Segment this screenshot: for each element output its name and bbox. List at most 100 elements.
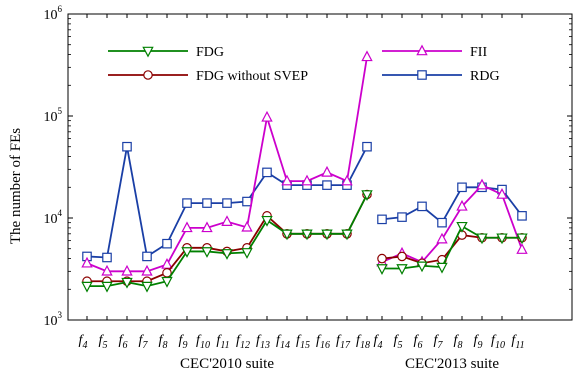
data-point xyxy=(222,198,232,208)
data-point xyxy=(141,264,153,276)
legend-marker xyxy=(416,44,428,56)
data-point xyxy=(161,276,173,288)
x-tick-label: f6 xyxy=(414,333,423,351)
data-point xyxy=(181,247,193,258)
x-tick-label: f5 xyxy=(99,333,108,351)
x-tick-label: f11 xyxy=(511,333,524,351)
x-tick-label: f4 xyxy=(79,333,88,351)
data-point xyxy=(242,196,252,207)
series-fii xyxy=(81,50,528,276)
data-point xyxy=(517,211,527,221)
x-tick-label: f16 xyxy=(316,333,330,351)
data-point xyxy=(322,180,332,190)
data-point xyxy=(122,141,132,152)
data-point xyxy=(181,221,193,233)
y-tick-label: 106 xyxy=(44,4,63,23)
data-point xyxy=(397,212,407,222)
x-tick-label: f8 xyxy=(159,333,168,351)
data-point xyxy=(301,229,313,241)
data-point xyxy=(262,167,272,178)
data-point xyxy=(496,233,508,245)
legend-label: FII xyxy=(470,45,487,60)
data-point xyxy=(201,247,213,258)
data-point xyxy=(241,220,253,232)
legend-label: RDG xyxy=(470,69,500,84)
x-tick-label: f11 xyxy=(216,333,229,351)
data-point xyxy=(201,221,213,233)
x-tick-label: f6 xyxy=(119,333,128,351)
data-point xyxy=(141,281,153,293)
legend: FDG FDG without SVEP FII RDG xyxy=(108,44,500,84)
x-tick-label: f13 xyxy=(256,333,270,351)
data-point xyxy=(361,190,373,201)
data-point xyxy=(456,199,468,211)
data-point xyxy=(102,252,112,263)
data-point xyxy=(142,251,152,262)
data-point xyxy=(396,264,408,275)
data-point xyxy=(476,178,488,190)
data-point xyxy=(321,165,333,177)
data-point xyxy=(182,198,192,208)
data-point xyxy=(221,215,233,226)
data-point xyxy=(121,277,133,289)
group-label: CEC'2013 suite xyxy=(405,356,499,372)
y-tick-label: 104 xyxy=(44,208,63,227)
data-point xyxy=(121,264,133,276)
legend-item: FDG without SVEP xyxy=(108,69,308,84)
data-point xyxy=(101,264,113,276)
legend-item: RDG xyxy=(382,69,500,84)
data-point xyxy=(457,182,467,193)
data-point xyxy=(81,281,93,293)
data-point xyxy=(101,281,113,293)
x-tick-label: f9 xyxy=(179,333,188,351)
data-point xyxy=(281,229,293,241)
data-point xyxy=(417,201,427,212)
x-tick-label: f14 xyxy=(276,333,290,351)
data-point xyxy=(436,262,448,274)
data-point xyxy=(456,221,468,233)
plot-border xyxy=(67,13,573,321)
x-tick-label: f10 xyxy=(196,333,210,351)
data-point xyxy=(436,232,448,244)
x-tick-label: f7 xyxy=(434,333,444,351)
x-tick-label: f15 xyxy=(296,333,310,351)
x-tick-label: f9 xyxy=(474,333,483,351)
data-point xyxy=(416,261,428,273)
data-point xyxy=(361,50,373,62)
legend-marker xyxy=(417,70,427,80)
axis-layer: 103 104 105 106 f4 f5 f6 f7 f8 f9 f10 f11 f12 f13 f14 f… xyxy=(44,4,572,372)
legend-marker xyxy=(143,70,153,80)
data-point xyxy=(362,141,372,152)
x-tick-label: f10 xyxy=(491,333,505,351)
data-point xyxy=(437,217,447,228)
data-point xyxy=(516,243,528,254)
data-point xyxy=(221,249,233,260)
data-point xyxy=(341,174,353,186)
data-point xyxy=(397,251,407,262)
data-point xyxy=(261,110,273,122)
group-label: CEC'2010 suite xyxy=(180,356,274,372)
data-point xyxy=(261,215,273,227)
data-point xyxy=(81,256,93,268)
plot-frame xyxy=(67,13,573,321)
x-tick-label: f8 xyxy=(454,333,463,351)
data-point xyxy=(321,229,333,241)
data-point xyxy=(281,174,293,186)
series-layer xyxy=(81,50,528,293)
data-point xyxy=(341,229,353,241)
x-tick-label: f12 xyxy=(236,333,250,351)
data-point xyxy=(377,214,387,225)
legend-label: FDG without SVEP xyxy=(196,69,308,84)
data-point xyxy=(496,188,508,199)
x-tick-label: f5 xyxy=(394,333,403,351)
x-tick-label: f7 xyxy=(139,333,149,351)
x-tick-label: f4 xyxy=(374,333,383,351)
data-point xyxy=(377,253,387,264)
data-point xyxy=(476,233,488,245)
legend-item: FDG xyxy=(108,45,224,60)
data-point xyxy=(376,264,388,275)
data-point xyxy=(241,248,253,259)
x-tick-label: f18 xyxy=(356,333,370,351)
